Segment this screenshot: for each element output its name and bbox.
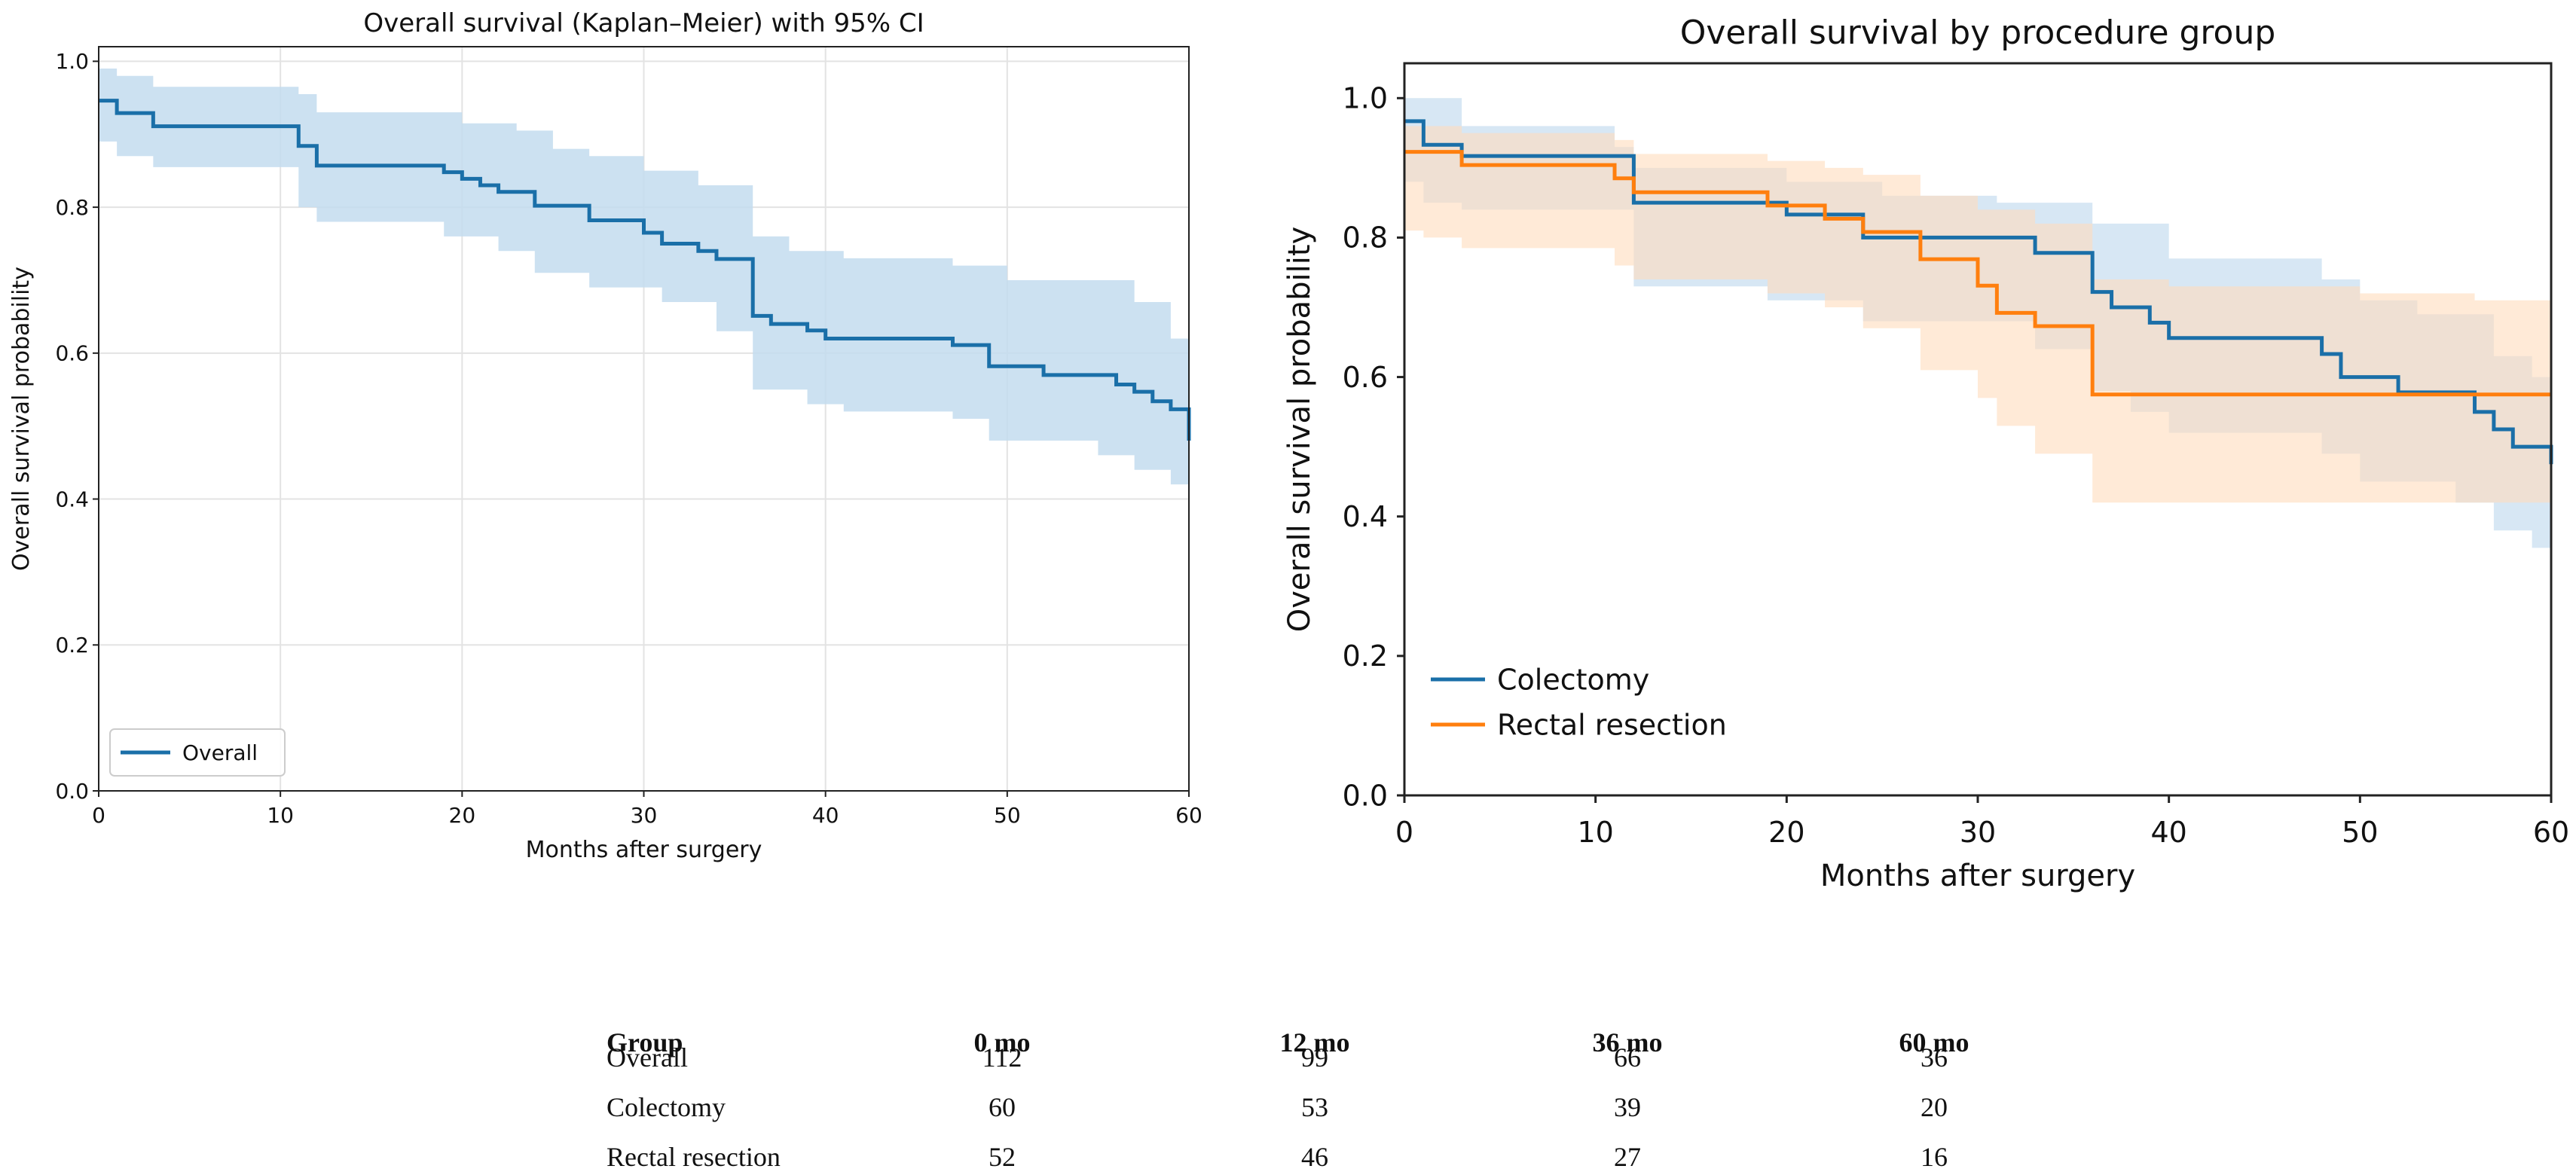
ci-band-overall <box>99 69 1189 492</box>
chart-title: Overall survival (Kaplan–Meier) with 95%… <box>363 8 924 38</box>
table-cell: 20 <box>1921 1092 1948 1122</box>
y-tick-label: 0.4 <box>1343 500 1388 533</box>
number-at-risk-table: Group 0 mo 12 mo 36 mo 60 mo Overall 112 99 66 36… <box>607 1027 1969 1172</box>
y-tick-label: 1.0 <box>55 49 89 74</box>
table-cell: 16 <box>1921 1142 1948 1172</box>
y-tick-label: 0.0 <box>1343 779 1388 812</box>
chart-title: Overall survival by procedure group <box>1680 14 2276 52</box>
y-tick-label: 0.8 <box>1343 221 1388 255</box>
legend-box <box>109 728 286 777</box>
x-tick-label: 50 <box>994 803 1021 828</box>
table-cell: 60 <box>989 1092 1016 1122</box>
x-tick-label: 0 <box>92 803 105 828</box>
y-tick-label: 0.6 <box>1343 361 1388 394</box>
table-row-label: Colectomy <box>607 1092 726 1122</box>
x-axis-label: Months after surgery <box>1820 859 2135 893</box>
table-cell: 53 <box>1301 1092 1328 1122</box>
y-axis-label: Overall survival probability <box>8 267 35 571</box>
x-tick-label: 0 <box>1395 816 1413 849</box>
table-cell: 66 <box>1614 1042 1641 1073</box>
y-tick-label: 1.0 <box>1343 82 1388 115</box>
x-tick-label: 10 <box>1577 816 1613 849</box>
table-header-cell: 60 mo <box>1899 1027 1969 1058</box>
table-header-cell: 12 mo <box>1280 1027 1350 1058</box>
table-cell: 27 <box>1614 1142 1641 1172</box>
x-tick-label: 60 <box>1175 803 1202 828</box>
ci-band-rectal-resection <box>1404 126 2551 503</box>
y-tick-label: 0.8 <box>55 195 89 220</box>
survival-line-overall <box>99 99 1191 441</box>
x-tick-label: 30 <box>1960 816 1996 849</box>
y-tick-label: 0.4 <box>55 487 89 511</box>
legend-label-rectal-resection: Rectal resection <box>1497 708 1727 741</box>
legend-label-colectomy: Colectomy <box>1497 663 1649 696</box>
table-header-cell: Group <box>607 1027 683 1058</box>
table-row-label: Overall <box>607 1042 688 1073</box>
table-cell: 99 <box>1301 1042 1328 1073</box>
x-tick-label: 30 <box>631 803 658 828</box>
table-cell: 36 <box>1921 1042 1948 1073</box>
table-cell: 46 <box>1301 1142 1328 1172</box>
overall-survival-chart: 0 10 20 30 40 50 60 0.0 0.2 0.4 0.6 0.8 1.0 Overall s… <box>8 8 1202 863</box>
table-header-cell: 36 mo <box>1593 1027 1663 1058</box>
x-tick-label: 50 <box>2342 816 2378 849</box>
table-cell: 52 <box>989 1142 1016 1172</box>
x-tick-label: 10 <box>267 803 294 828</box>
procedure-group-survival-chart: 0 10 20 30 40 50 60 0.0 0.2 0.4 0.6 0.8 1.0 Overall s… <box>1282 14 2569 893</box>
y-tick-label: 0.6 <box>55 341 89 366</box>
table-header-cell: 0 mo <box>974 1027 1031 1058</box>
y-tick-label: 0.0 <box>55 779 89 804</box>
x-tick-label: 20 <box>1768 816 1804 849</box>
x-tick-label: 20 <box>449 803 476 828</box>
table-row-label: Rectal resection <box>607 1142 781 1172</box>
x-tick-label: 40 <box>812 803 839 828</box>
x-tick-label: 60 <box>2533 816 2569 849</box>
table-cell: 112 <box>982 1042 1022 1073</box>
survival-line-rectal-resection <box>1404 150 2551 397</box>
x-axis-label: Months after surgery <box>526 837 762 863</box>
table-cell: 39 <box>1614 1092 1641 1122</box>
y-axis-label: Overall survival probability <box>1282 227 1317 633</box>
x-tick-label: 40 <box>2150 816 2186 849</box>
legend-label-overall: Overall <box>182 740 258 765</box>
y-tick-label: 0.2 <box>1343 639 1388 673</box>
y-tick-label: 0.2 <box>55 633 89 658</box>
